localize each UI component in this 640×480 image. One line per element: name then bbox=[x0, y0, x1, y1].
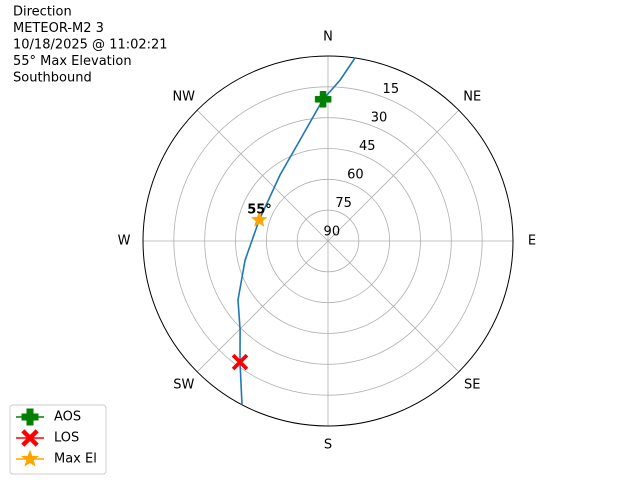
r-tick-label: 60 bbox=[347, 167, 364, 182]
marker-star bbox=[250, 211, 268, 227]
grid-spoke bbox=[196, 240, 329, 373]
theta-tick-label: NW bbox=[172, 89, 195, 104]
legend-label: Max El bbox=[54, 452, 97, 467]
marker-plus bbox=[314, 91, 332, 108]
value-label: 55° bbox=[247, 202, 272, 217]
r-tick-label: 75 bbox=[335, 196, 352, 211]
grid-spoke bbox=[196, 109, 329, 242]
theta-tick-label: SW bbox=[173, 378, 194, 393]
grid-spoke bbox=[327, 240, 460, 373]
legend-label: LOS bbox=[54, 431, 79, 446]
r-tick-label: 45 bbox=[359, 139, 376, 154]
theta-tick-label: S bbox=[324, 438, 332, 453]
title-line: METEOR-M2 3 bbox=[13, 21, 104, 36]
theta-tick-label: E bbox=[528, 234, 536, 249]
marker-x bbox=[231, 353, 249, 371]
polar-frame bbox=[142, 55, 514, 427]
r-tick-label: 30 bbox=[371, 110, 388, 125]
grid-spoke bbox=[327, 109, 460, 242]
legend: AOS LOS Max El bbox=[9, 404, 107, 475]
r-tick-label: 90 bbox=[324, 224, 341, 239]
r-tick-label: 15 bbox=[383, 82, 400, 97]
theta-tick-label: NE bbox=[463, 89, 481, 104]
title-line: Southbound bbox=[13, 71, 92, 86]
legend-marker bbox=[21, 429, 39, 447]
theta-tick-label: W bbox=[118, 234, 131, 249]
theta-tick-label: SE bbox=[464, 378, 480, 393]
legend-label: AOS bbox=[54, 410, 81, 425]
title-line: 55° Max Elevation bbox=[13, 54, 132, 69]
legend-marker bbox=[21, 449, 39, 467]
title-line: Direction bbox=[13, 5, 72, 20]
theta-tick-label: N bbox=[323, 30, 333, 45]
title-line: 10/18/2025 @ 11:02:21 bbox=[13, 38, 168, 53]
legend-marker bbox=[21, 408, 39, 426]
